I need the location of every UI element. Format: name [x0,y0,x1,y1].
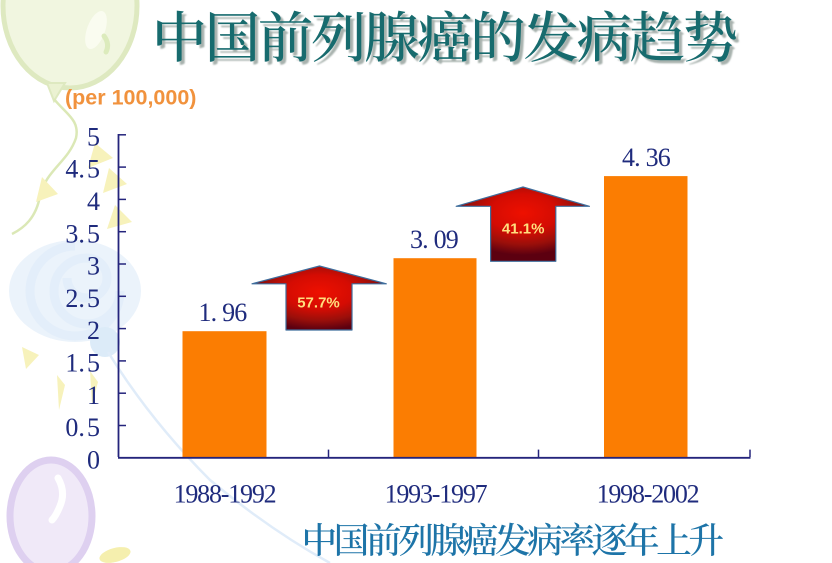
svg-text:4. 36: 4. 36 [622,143,671,172]
svg-text:3. 5: 3. 5 [65,219,100,248]
svg-text:1. 5: 1. 5 [65,349,100,378]
svg-text:5: 5 [87,122,100,151]
svg-text:41.1%: 41.1% [502,221,545,238]
svg-text:0: 0 [87,445,100,474]
svg-text:1993-1997: 1993-1997 [385,480,488,509]
svg-text:3. 09: 3. 09 [410,225,458,254]
svg-text:1. 96: 1. 96 [198,298,247,327]
svg-text:3: 3 [87,252,100,281]
svg-text:2. 5: 2. 5 [65,284,100,313]
svg-text:(per 100,000): (per 100,000) [65,86,196,110]
svg-text:1988-1992: 1988-1992 [174,480,276,509]
svg-text:57.7%: 57.7% [297,295,340,312]
svg-text:4. 5: 4. 5 [65,155,100,184]
svg-text:1998-2002: 1998-2002 [597,480,699,509]
svg-text:2: 2 [87,316,100,345]
svg-text:1: 1 [87,381,100,410]
svg-text:0. 5: 0. 5 [65,413,100,442]
svg-text:4: 4 [87,187,100,216]
